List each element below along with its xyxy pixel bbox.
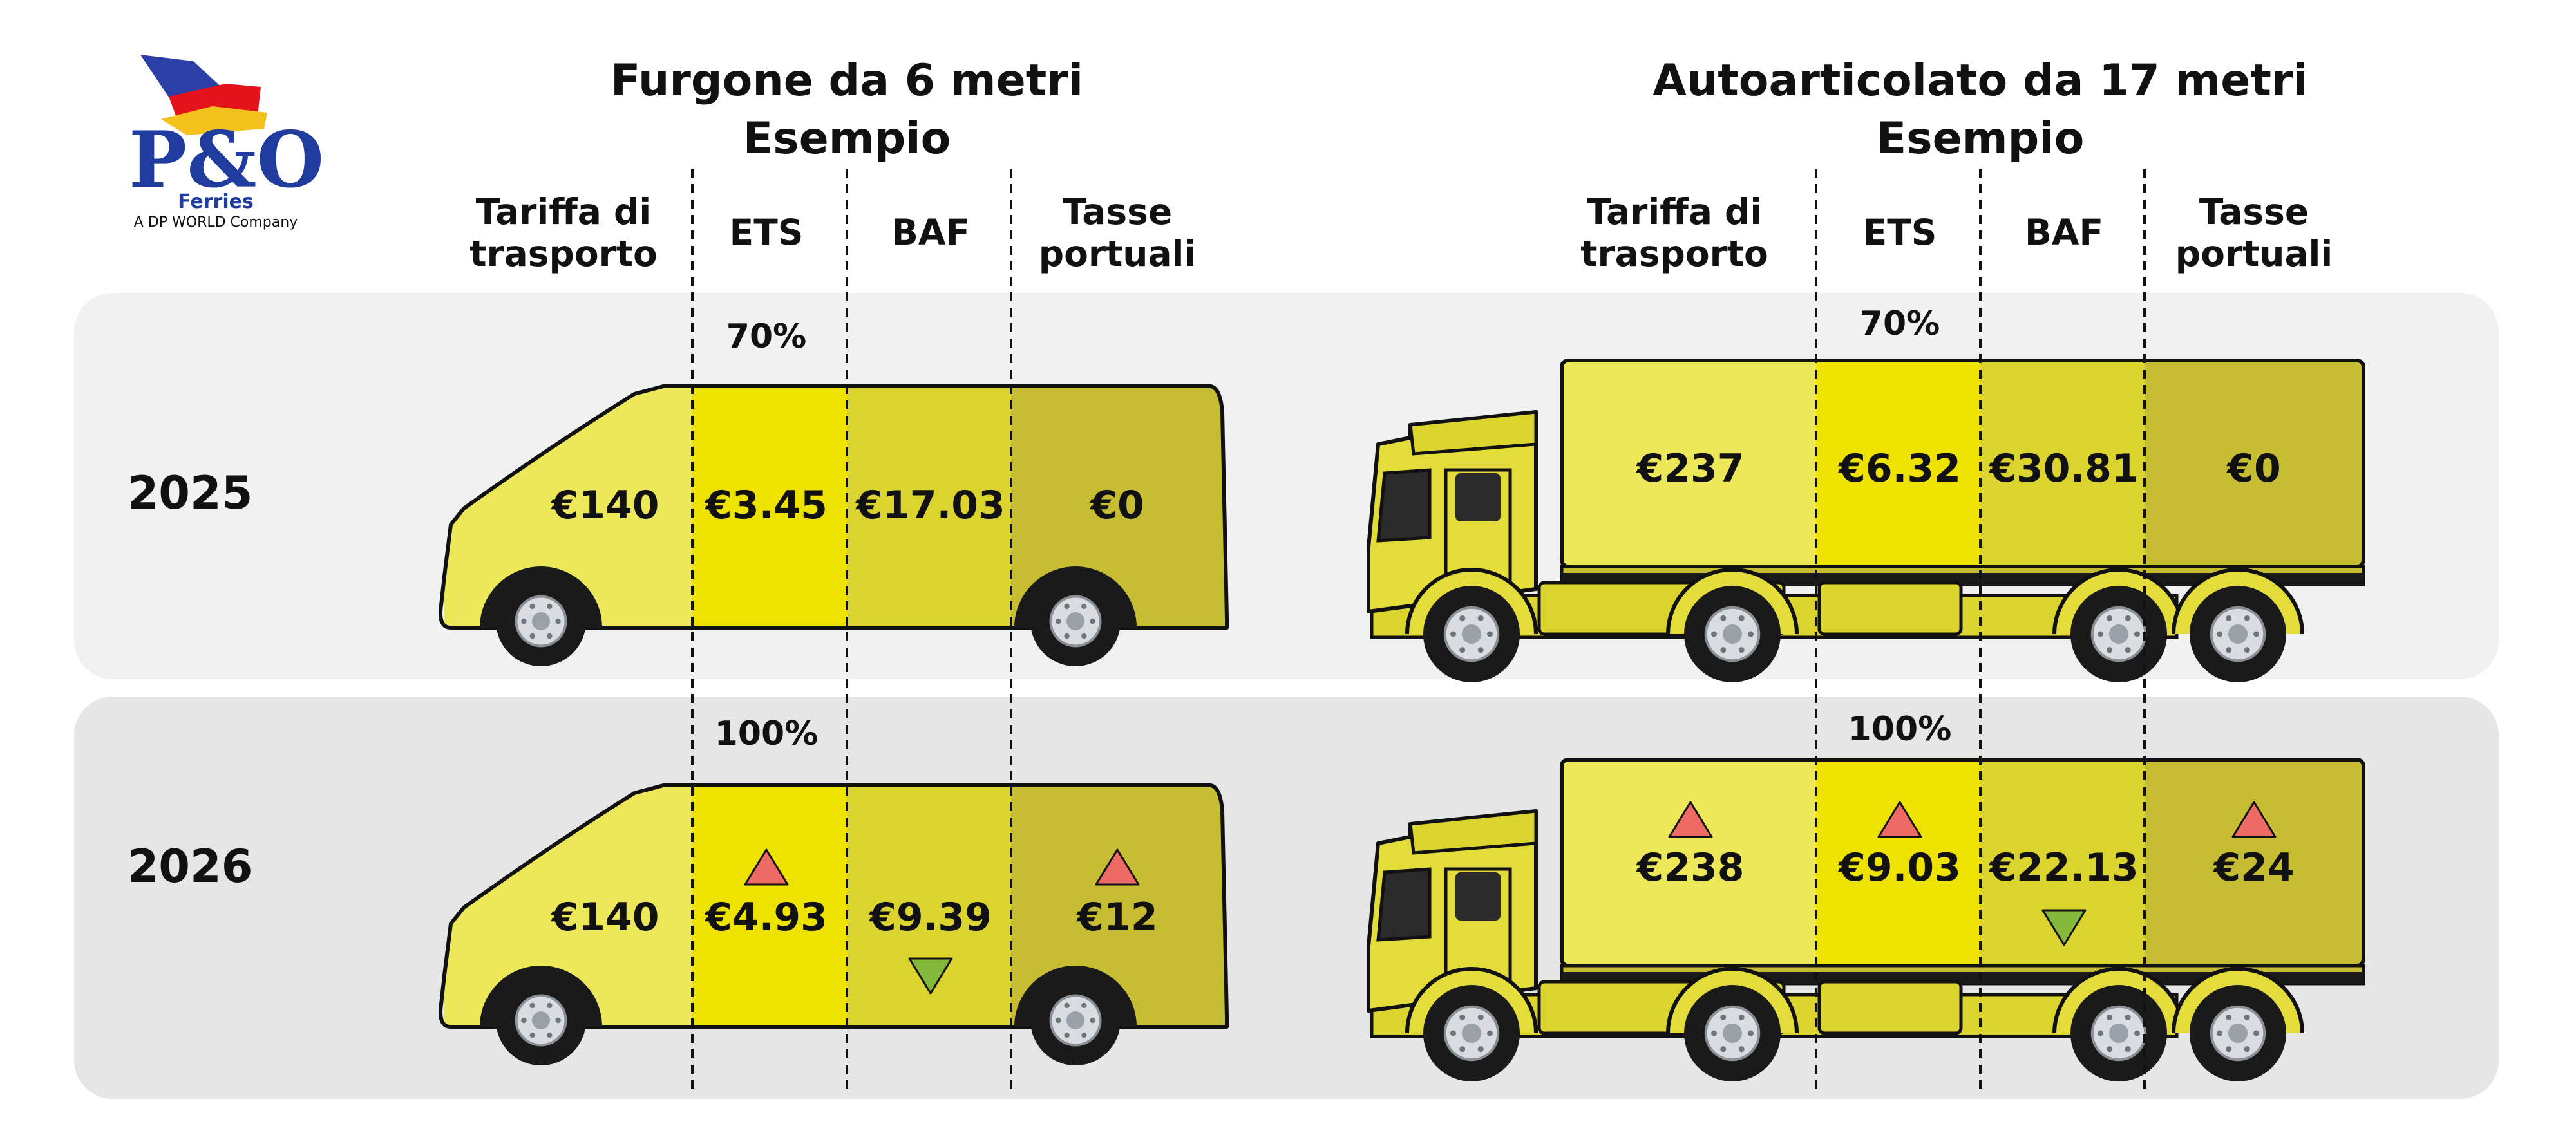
van-subtitle: Esempio [743, 113, 951, 164]
truck-title: Autoarticolato da 17 metri [1653, 55, 2307, 106]
truck-front-wheel [1423, 586, 1520, 682]
truck-value-2025-0: €237 [1636, 446, 1745, 491]
van-value-2026-1: €4.93 [704, 895, 828, 940]
truck-value-2026-0: €238 [1636, 845, 1745, 890]
truck-cost-band-1 [1816, 760, 1980, 966]
van-ets-pct-2025: 70% [726, 317, 806, 356]
truck-header-0: Tariffa di trasporto [1580, 191, 1768, 274]
van-value-2026-2: €9.39 [868, 895, 992, 940]
brand-sub: Ferries [178, 191, 254, 213]
truck-value-2025-2: €30.81 [1988, 446, 2139, 491]
decrease-triangle-icon [908, 957, 953, 995]
truck-cost-band-3 [2145, 360, 2363, 566]
truck-graphic-2025 [1367, 359, 2365, 682]
van-value-2025-1: €3.45 [704, 483, 828, 528]
truck-ets-pct-2026: 100% [1848, 710, 1952, 749]
van-header-0: Tariffa di trasporto [469, 191, 658, 274]
truck-subtitle: Esempio [1877, 113, 2085, 164]
year-label-2026: 2026 [128, 840, 253, 893]
trailer-wheel-2 [2190, 586, 2286, 682]
van-value-2025-2: €17.03 [855, 483, 1005, 528]
van-value-2025-0: €140 [551, 483, 659, 528]
truck-value-2026-1: €9.03 [1837, 845, 1961, 890]
van-front-wheel [496, 576, 586, 666]
flag-yellow-shape [161, 106, 267, 135]
increase-triangle-icon [2231, 801, 2277, 838]
trailer-wheel-1 [2070, 985, 2167, 1082]
van-cost-band-2 [847, 386, 1011, 628]
truck-value-2026-2: €22.13 [1988, 845, 2139, 890]
van-header-3: Tasse portuali [1039, 191, 1197, 274]
van-value-2026-3: €12 [1075, 895, 1157, 940]
truck-ets-pct-2025: 70% [1860, 304, 1940, 343]
van-rear-wheel [1030, 576, 1121, 666]
year-label-2025: 2025 [128, 467, 253, 520]
truck-cost-band-0 [1562, 760, 1816, 966]
truck-cost-band-1 [1816, 360, 1980, 566]
truck-drive-wheel [1684, 586, 1781, 682]
truck-front-wheel [1423, 985, 1520, 1082]
van-front-wheel [496, 975, 586, 1065]
po-ferries-logo: P&O Ferries A DP WORLD Company [129, 55, 324, 230]
truck-cost-band-2 [1980, 360, 2145, 566]
van-cost-band-1 [692, 386, 847, 628]
increase-triangle-icon [1095, 848, 1140, 886]
brand-tagline: A DP WORLD Company [134, 214, 298, 230]
truck-value-2025-3: €0 [2226, 446, 2281, 491]
truck-header-1: ETS [1863, 212, 1937, 253]
truck-value-2025-1: €6.32 [1837, 446, 1961, 491]
van-ets-pct-2026: 100% [715, 715, 819, 753]
increase-triangle-icon [1668, 801, 1713, 838]
van-cost-band-1 [692, 785, 847, 1027]
truck-header-3: Tasse portuali [2175, 191, 2333, 274]
truck-graphic-2026 [1367, 758, 2365, 1082]
brand-name: P&O [129, 115, 324, 205]
truck-cost-band-0 [1562, 360, 1816, 566]
van-value-2026-0: €140 [551, 895, 659, 940]
van-value-2025-3: €0 [1089, 483, 1144, 528]
truck-header-2: BAF [2025, 212, 2103, 253]
increase-triangle-icon [744, 848, 789, 886]
truck-drive-wheel [1684, 985, 1781, 1082]
trailer-wheel-2 [2190, 985, 2286, 1082]
van-title: Furgone da 6 metri [611, 55, 1083, 106]
van-header-2: BAF [891, 212, 970, 253]
truck-value-2026-3: €24 [2212, 845, 2294, 890]
van-rear-wheel [1030, 975, 1121, 1065]
van-graphic-2025 [440, 360, 1227, 666]
truck-cost-band-3 [2145, 760, 2363, 966]
decrease-triangle-icon [2041, 909, 2087, 946]
van-header-1: ETS [730, 212, 804, 253]
increase-triangle-icon [1877, 801, 1922, 838]
trailer-wheel-1 [2070, 586, 2167, 682]
